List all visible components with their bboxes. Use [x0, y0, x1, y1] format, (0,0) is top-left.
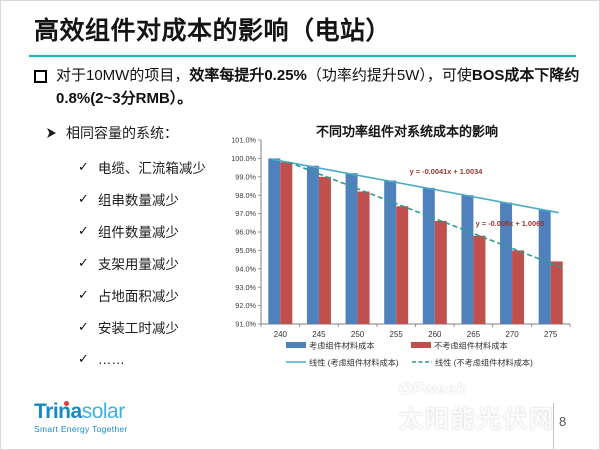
y-tick-label: 94.0%	[235, 264, 256, 273]
y-tick-label: 97.0%	[235, 209, 256, 218]
x-tick-label: 245	[312, 330, 326, 339]
list-item: ✓ 电缆、汇流箱减少	[78, 151, 206, 183]
x-tick-label: 260	[428, 330, 442, 339]
x-tick-label: 240	[274, 330, 288, 339]
y-tick-label: 101.0%	[231, 136, 256, 145]
list-item: ✓ 组串数量减少	[78, 183, 206, 215]
intro-segment: （功率约提升5W），可使	[306, 67, 472, 84]
cost-impact-chart: 不同功率组件对系统成本的影响 101.0% 100.0% 99.0% 98.0% 97.0…	[229, 119, 591, 376]
intro-segment: 对于10MW的项目，	[56, 67, 190, 84]
trinasolar-logo: Trinasolar Smart Energy Together	[34, 400, 128, 434]
x-tick-label: 270	[505, 330, 519, 339]
list-item: ✓ 支架用量减少	[78, 247, 206, 279]
trendline-solid	[272, 158, 559, 214]
intro-paragraph: 对于10MW的项目，效率每提升0.25%（功率约提升5W），可使BOS成本下降约…	[34, 65, 582, 110]
watermark-site-name: 太阳能光伏网	[399, 406, 555, 433]
legend-label: 考虑组件材料成本	[309, 341, 375, 351]
chart-svg: 不同功率组件对系统成本的影响 101.0% 100.0% 99.0% 98.0% 97.0…	[231, 124, 571, 368]
chart-title: 不同功率组件对系统成本的影响	[316, 124, 498, 139]
list-item-label: 组串数量减少	[97, 193, 179, 208]
check-icon: ✓	[78, 351, 89, 366]
legend-label: 不考虑组件材料成本	[434, 341, 508, 351]
list-item-label: 安装工时减少	[97, 321, 179, 336]
check-icon: ✓	[78, 159, 89, 174]
list-item: ✓ 组件数量减少	[78, 215, 206, 247]
y-tick-label: 93.0%	[235, 283, 256, 292]
list-item: ✓ 安装工时减少	[78, 311, 206, 343]
bar-不考虑组件材料成本	[550, 261, 563, 324]
title-divider	[29, 55, 576, 57]
y-tick-label: 100.0%	[231, 154, 256, 163]
bar-不考虑组件材料成本	[473, 235, 486, 324]
bar-考虑组件材料成本	[461, 195, 474, 324]
bar-不考虑组件材料成本	[512, 250, 525, 324]
watermark: OFweek 太阳能光伏网	[399, 381, 555, 434]
list-item-label: ……	[97, 351, 125, 367]
bar-考虑组件材料成本	[345, 173, 358, 324]
logo-brand-bold: Trina	[34, 400, 82, 423]
y-tick-label: 96.0%	[235, 228, 256, 237]
legend-label: 线性 (不考虑组件材料成本)	[435, 358, 533, 368]
bar-不考虑组件材料成本	[357, 191, 370, 324]
page-title: 高效组件对成本的影响（电站）	[34, 17, 392, 45]
check-icon: ✓	[78, 223, 89, 238]
y-tick-label: 95.0%	[235, 246, 256, 255]
trendline-dashed	[288, 161, 563, 269]
list-item: ✓ ……	[78, 343, 206, 375]
check-icon: ✓	[78, 255, 89, 270]
y-tick-label: 99.0%	[235, 172, 256, 181]
list-item-label: 组件数量减少	[97, 225, 179, 240]
check-icon: ✓	[78, 319, 89, 334]
bar-不考虑组件材料成本	[318, 176, 331, 324]
bar-考虑组件材料成本	[268, 158, 281, 324]
list-item: ✓ 占地面积减少	[78, 279, 206, 311]
x-tick-label: 275	[544, 330, 558, 339]
bar-考虑组件材料成本	[500, 202, 513, 324]
bar-考虑组件材料成本	[384, 180, 397, 324]
list-heading-label: 相同容量的系统：	[66, 125, 178, 141]
footer-divider-line	[553, 403, 554, 449]
bar-不考虑组件材料成本	[434, 220, 447, 324]
list-item-label: 支架用量减少	[97, 257, 179, 272]
legend-swatch-icon	[286, 342, 306, 348]
legend-label: 线性 (考虑组件材料成本)	[309, 358, 399, 368]
bar-不考虑组件材料成本	[280, 162, 293, 324]
bar-不考虑组件材料成本	[396, 206, 409, 324]
x-tick-label: 250	[351, 330, 365, 339]
logo-tagline: Smart Energy Together	[34, 424, 128, 435]
bar-考虑组件材料成本	[538, 209, 551, 324]
logo-red-dot-icon	[64, 401, 69, 406]
watermark-brand: OFweek	[399, 381, 467, 398]
x-tick-label: 255	[390, 330, 404, 339]
x-tick-label: 265	[467, 330, 481, 339]
intro-text: 对于10MW的项目，效率每提升0.25%（功率约提升5W），可使BOS成本下降约…	[56, 65, 582, 110]
check-icon: ✓	[78, 287, 89, 302]
arrow-bullet-icon	[47, 128, 56, 138]
page-number: 8	[559, 414, 567, 429]
y-tick-label: 91.0%	[235, 320, 256, 329]
bar-考虑组件材料成本	[422, 187, 435, 324]
bar-考虑组件材料成本	[306, 165, 319, 324]
intro-segment-bold: BOS成本下降约0.8%(2~3分RMB）。	[56, 67, 580, 107]
logo-brand-light: solar	[81, 400, 126, 423]
trendline-equation: y = -0.008x + 1.0065	[476, 219, 545, 228]
list-item-label: 电缆、汇流箱减少	[97, 161, 206, 176]
list-heading: 相同容量的系统：	[47, 123, 178, 143]
list-item-label: 占地面积减少	[97, 289, 179, 304]
chart-bars	[268, 158, 563, 324]
trendline-equation: y = -0.0041x + 1.0034	[410, 167, 484, 176]
feature-list: ✓ 电缆、汇流箱减少 ✓ 组串数量减少 ✓ 组件数量减少 ✓ 支架用量减少 ✓ 占地面积减…	[78, 151, 206, 375]
y-tick-label: 92.0%	[235, 301, 256, 310]
square-bullet-icon	[34, 70, 47, 83]
y-tick-label: 98.0%	[235, 191, 256, 200]
intro-segment-bold: 效率每提升0.25%	[189, 67, 307, 84]
legend-swatch-icon	[411, 342, 431, 348]
check-icon: ✓	[78, 191, 89, 206]
logo-wordmark: Trinasolar	[34, 400, 128, 423]
